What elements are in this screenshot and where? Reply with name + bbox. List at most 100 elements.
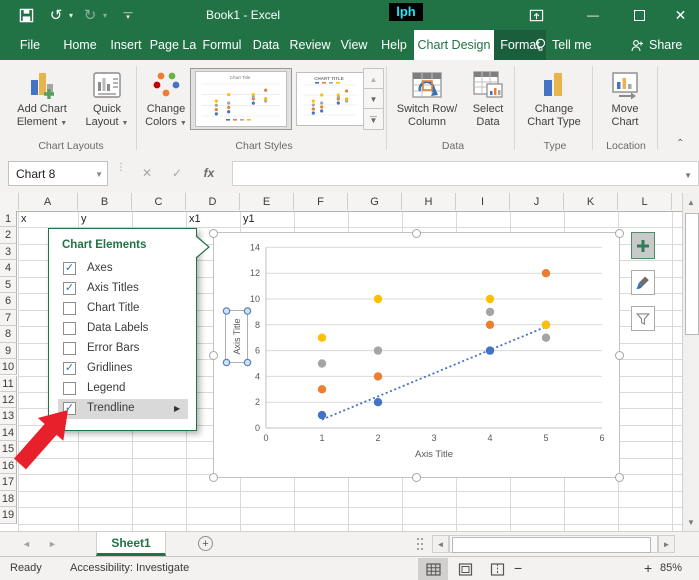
row-header-3[interactable]: 3 (0, 243, 17, 261)
splitter-dots-icon[interactable] (416, 537, 424, 552)
page-break-view-button[interactable] (482, 558, 512, 580)
x-axis-title[interactable]: Axis Title (415, 449, 453, 460)
data-point-series-blue[interactable] (373, 398, 383, 407)
row-header-2[interactable]: 2 (0, 227, 17, 244)
row-header-16[interactable]: 16 (0, 457, 17, 475)
chart-selection-handle[interactable] (208, 228, 218, 238)
data-point-series-yellow[interactable] (485, 294, 495, 304)
hscroll-right-icon[interactable]: ► (658, 535, 675, 553)
row-header-18[interactable]: 18 (0, 490, 17, 508)
hscroll-left-icon[interactable]: ◄ (432, 535, 449, 553)
add-sheet-button[interactable]: + (198, 536, 213, 551)
row-header-17[interactable]: 17 (0, 474, 17, 491)
vertical-scrollbar[interactable]: ▲ ▼ (682, 193, 699, 531)
checkbox-chart-title[interactable] (63, 302, 76, 315)
row-header-9[interactable]: 9 (0, 342, 17, 360)
tab-home[interactable]: Home (63, 38, 97, 52)
y-axis-title[interactable]: Axis Title (232, 318, 242, 354)
row-header-1[interactable]: 1 (0, 211, 17, 228)
column-header-L[interactable]: L (618, 193, 672, 210)
tab-file[interactable]: File (19, 38, 41, 52)
add-chart-element-button[interactable]: Add Chart Element ▼ (6, 64, 78, 142)
tab-formul[interactable]: Formul (202, 38, 242, 52)
row-header-19[interactable]: 19 (0, 507, 17, 524)
gallery-expand-icon[interactable]: — ▼ (363, 108, 384, 130)
row-header-7[interactable]: 7 (0, 309, 17, 327)
data-point-series-grey[interactable] (317, 359, 327, 368)
chart-selection-handle[interactable] (411, 228, 421, 238)
tell-me-button[interactable]: Tell me (534, 30, 592, 60)
data-point-series-yellow[interactable] (541, 320, 551, 329)
maximize-button[interactable] (618, 0, 660, 30)
name-box-dropdown-icon[interactable]: ▼ (95, 170, 103, 179)
chart-selection-handle[interactable] (614, 472, 624, 482)
checkbox-error-bars[interactable] (63, 342, 76, 355)
insert-function-button[interactable]: fx (203, 166, 215, 180)
checkbox-axes[interactable]: ✓ (63, 262, 76, 275)
column-header-A[interactable]: A (18, 193, 78, 210)
sheet-tab-sheet1[interactable]: Sheet1 (96, 532, 166, 556)
formula-input[interactable]: ▼ (232, 161, 699, 186)
row-header-15[interactable]: 15 (0, 441, 17, 458)
vertical-scroll-thumb[interactable] (685, 213, 699, 335)
chart-selection-handle[interactable] (208, 350, 218, 360)
column-header-D[interactable]: D (186, 193, 240, 210)
row-header-10[interactable]: 10 (0, 359, 17, 376)
sheet-nav-left-icon[interactable]: ◄ (22, 539, 31, 549)
change-chart-type-button[interactable]: Change Chart Type (518, 64, 590, 142)
chart-selection-handle[interactable] (208, 472, 218, 482)
data-point-series-orange[interactable] (541, 269, 551, 278)
cell-B1[interactable]: y (81, 213, 87, 225)
tab-chart-design[interactable]: Chart Design (414, 30, 494, 60)
column-header-E[interactable]: E (240, 193, 294, 210)
gallery-scroll-up-icon[interactable]: ▲ (363, 68, 384, 90)
tab-insert[interactable]: Insert (110, 38, 142, 52)
checkbox-data-labels[interactable] (63, 322, 76, 335)
switch-row-column-button[interactable]: Switch Row/ Column (392, 64, 462, 142)
quick-layout-button[interactable]: Quick Layout ▼ (80, 64, 134, 142)
redo-button[interactable]: ↻ (83, 7, 97, 24)
data-point-series-grey[interactable] (541, 333, 551, 342)
status-mode[interactable]: Ready (10, 562, 42, 574)
minimize-button[interactable]: — (587, 8, 599, 22)
data-point-series-blue[interactable] (317, 410, 327, 420)
undo-dropdown-icon[interactable]: ▾ (68, 10, 73, 20)
data-point-series-orange[interactable] (373, 372, 383, 381)
row-header-13[interactable]: 13 (0, 408, 17, 425)
chart-selection-handle[interactable] (614, 350, 624, 360)
chart-styles-button[interactable] (631, 270, 655, 295)
chart-style-2-thumbnail[interactable]: CHART TITLE (296, 72, 364, 126)
sheet-nav-right-icon[interactable]: ► (48, 539, 57, 549)
formula-bar-splitter[interactable]: ⋮ (116, 162, 126, 173)
checkbox-gridlines[interactable]: ✓ (63, 362, 76, 375)
normal-view-button[interactable] (418, 558, 448, 580)
undo-button[interactable]: ↺ (49, 7, 63, 24)
row-header-11[interactable]: 11 (0, 375, 17, 392)
popup-item-legend[interactable]: Legend (49, 379, 198, 399)
tab-review[interactable]: Review (289, 38, 331, 52)
cell-E1[interactable]: y1 (243, 213, 255, 225)
popup-item-trendline[interactable]: ✓ Trendline ▶ (49, 399, 198, 419)
data-point-series-grey[interactable] (373, 346, 383, 355)
column-header-K[interactable]: K (564, 193, 618, 210)
popup-item-chart-title[interactable]: Chart Title (49, 299, 198, 319)
popup-item-axis-titles[interactable]: ✓ Axis Titles (49, 279, 198, 299)
tab-data[interactable]: Data (252, 38, 280, 52)
tab-view[interactable]: View (340, 38, 368, 52)
row-header-8[interactable]: 8 (0, 326, 17, 343)
scroll-up-icon[interactable]: ▲ (683, 193, 699, 211)
collapse-ribbon-icon[interactable]: ⌃ (676, 138, 685, 149)
scroll-down-icon[interactable]: ▼ (683, 513, 699, 531)
tab-help[interactable]: Help (381, 38, 407, 52)
data-point-series-orange[interactable] (485, 320, 495, 329)
cell-A1[interactable]: x (21, 213, 27, 225)
redo-dropdown-icon[interactable]: ▾ (102, 10, 107, 20)
column-header-C[interactable]: C (132, 193, 186, 210)
row-header-4[interactable]: 4 (0, 260, 17, 277)
chart-elements-button[interactable] (631, 232, 655, 259)
row-header-14[interactable]: 14 (0, 424, 17, 442)
column-header-H[interactable]: H (402, 193, 456, 210)
popup-item-data-labels[interactable]: Data Labels (49, 319, 198, 339)
chart-filters-button[interactable] (631, 306, 655, 331)
move-chart-button[interactable]: Move Chart (596, 64, 654, 142)
